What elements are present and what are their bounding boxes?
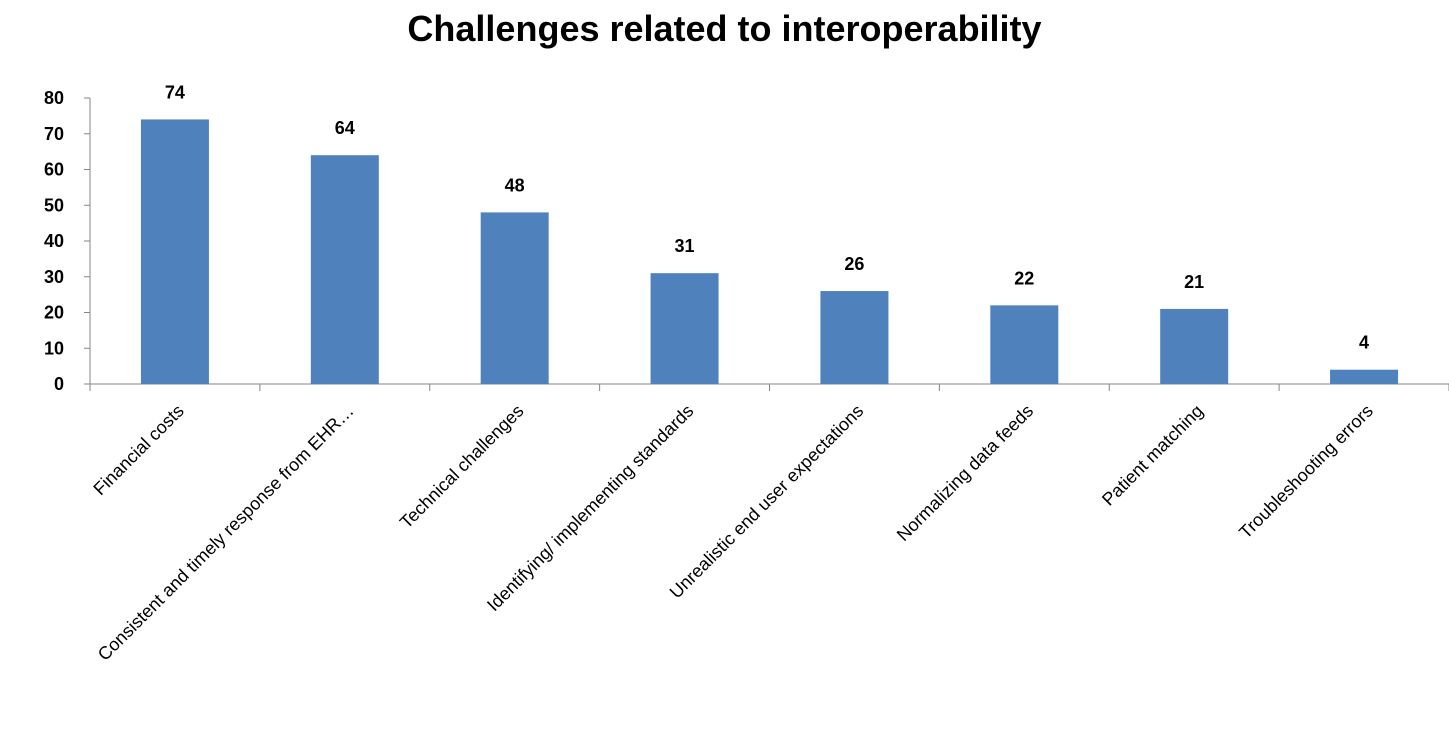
category-label: Identifying/ implementing standards — [483, 401, 697, 615]
bars — [140, 119, 1399, 384]
y-tick-label: 60 — [44, 160, 64, 180]
bar — [1160, 308, 1229, 384]
y-tick-label: 70 — [44, 124, 64, 144]
bar — [140, 119, 209, 384]
data-label: 31 — [675, 236, 695, 256]
data-label: 64 — [335, 118, 355, 138]
x-axis — [89, 383, 1449, 391]
bar — [990, 305, 1059, 384]
y-tick-label: 20 — [44, 303, 64, 323]
data-label: 74 — [165, 82, 185, 102]
data-label: 22 — [1014, 268, 1034, 288]
y-tick-label: 50 — [44, 195, 64, 215]
bar — [480, 212, 549, 384]
data-label: 21 — [1184, 272, 1204, 292]
y-tick-label: 0 — [54, 374, 64, 394]
category-label: Technical challenges — [396, 401, 528, 533]
y-tick-label: 30 — [44, 267, 64, 287]
chart-title: Challenges related to interoperability — [407, 8, 1042, 49]
bar — [650, 273, 719, 384]
y-tick-label: 40 — [44, 231, 64, 251]
category-label: Troubleshooting errors — [1235, 401, 1377, 543]
bar — [1330, 369, 1399, 384]
y-axis: 0 10 20 30 40 50 60 70 80 — [44, 88, 91, 394]
data-label: 26 — [844, 254, 864, 274]
category-label: Patient matching — [1098, 401, 1207, 510]
bar — [820, 291, 889, 384]
bar — [310, 155, 379, 384]
y-tick-label: 80 — [44, 88, 64, 108]
data-label: 48 — [505, 175, 525, 195]
y-tick-label: 10 — [44, 338, 64, 358]
data-label: 4 — [1359, 333, 1369, 353]
category-label: Normalizing data feeds — [893, 401, 1037, 545]
data-labels: 74 64 48 31 26 22 21 4 — [165, 82, 1369, 352]
category-label: Financial costs — [89, 401, 187, 499]
category-label: Unrealistic end user expectations — [666, 401, 868, 603]
